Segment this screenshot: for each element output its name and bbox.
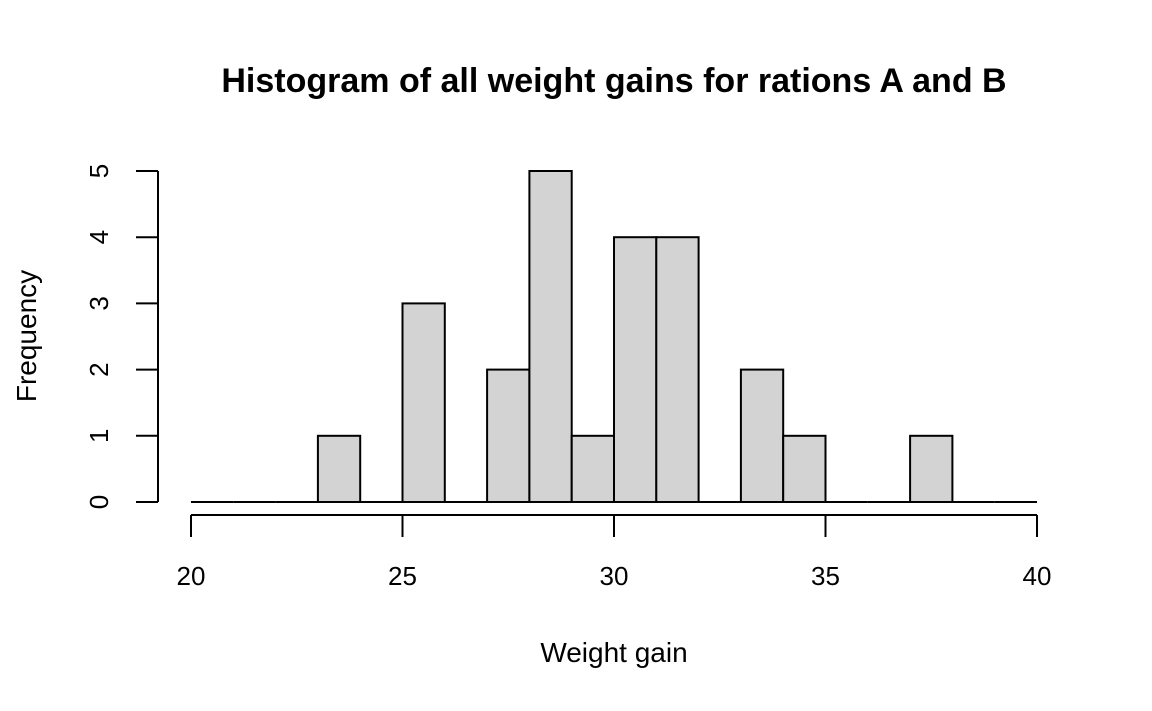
y-axis-label: Frequency	[11, 270, 42, 402]
y-tick-label: 5	[84, 164, 114, 178]
x-tick-label: 25	[388, 561, 417, 591]
histogram-bar	[613, 236, 658, 503]
histogram-bar	[909, 434, 954, 503]
histogram-bar	[401, 302, 446, 503]
y-tick-label: 3	[84, 296, 114, 310]
y-tick-label: 2	[84, 362, 114, 376]
y-tick-label: 4	[84, 230, 114, 244]
histogram-bar	[528, 170, 573, 503]
histogram-bar	[570, 434, 616, 503]
histogram-bar	[486, 368, 531, 503]
y-axis: 0 1 2 3 4 5	[84, 164, 159, 509]
x-tick-label: 20	[177, 561, 206, 591]
x-axis-label: Weight gain	[540, 637, 687, 668]
x-tick-label: 40	[1023, 561, 1052, 591]
x-tick-label: 30	[600, 561, 629, 591]
histogram-bar	[782, 434, 827, 503]
y-tick-label: 1	[84, 429, 114, 443]
histogram-bar	[655, 236, 700, 503]
y-tick-label: 0	[84, 495, 114, 509]
x-axis: 20 25 30 35 40	[177, 514, 1052, 591]
histogram-bar	[739, 368, 785, 503]
chart-title: Histogram of all weight gains for ration…	[221, 62, 1006, 100]
histogram-bars	[191, 170, 1037, 503]
x-tick-label: 35	[811, 561, 840, 591]
histogram-bar	[316, 434, 362, 503]
